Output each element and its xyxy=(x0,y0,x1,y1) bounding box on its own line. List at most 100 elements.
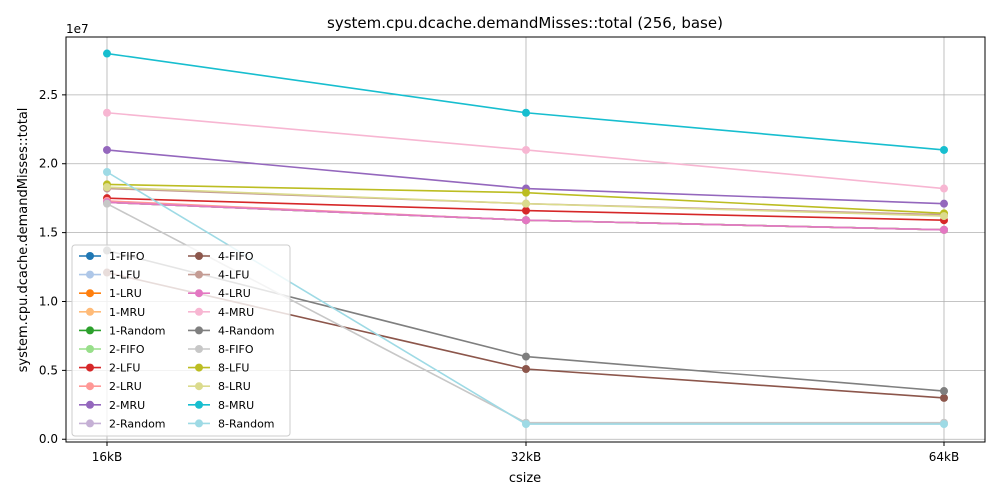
legend-item: 2-FIFO xyxy=(79,343,145,356)
legend-label: 2-MRU xyxy=(109,399,145,412)
legend-item: 2-LFU xyxy=(79,362,140,375)
y-tick-label: 2.0 xyxy=(39,157,58,171)
legend-label: 2-FIFO xyxy=(109,343,145,356)
legend-marker xyxy=(195,270,203,279)
legend-marker xyxy=(86,289,94,298)
legend-marker xyxy=(195,400,203,409)
legend-label: 4-LFU xyxy=(218,269,249,282)
legend-item: 8-FIFO xyxy=(188,343,254,356)
x-tick-label: 32kB xyxy=(511,450,541,464)
legend-label: 8-Random xyxy=(218,417,275,430)
data-point xyxy=(522,364,530,373)
legend-label: 4-FIFO xyxy=(218,250,254,263)
legend-marker xyxy=(86,307,94,316)
x-tick-label: 64kB xyxy=(929,450,959,464)
legend-marker xyxy=(86,270,94,279)
data-point xyxy=(940,212,948,221)
legend-label: 2-Random xyxy=(109,417,166,430)
data-point xyxy=(103,183,111,192)
legend-item: 4-Random xyxy=(188,324,275,337)
data-point xyxy=(103,168,111,176)
data-point xyxy=(940,420,948,429)
y-tick-label: 2.5 xyxy=(39,88,58,102)
data-point xyxy=(522,206,530,215)
data-point xyxy=(522,352,530,361)
y-tick-label: 1.5 xyxy=(39,226,58,240)
legend-item: 2-MRU xyxy=(79,399,145,412)
legend-marker xyxy=(86,252,94,260)
legend-label: 4-MRU xyxy=(218,306,254,319)
legend-item: 4-LFU xyxy=(188,269,249,282)
x-axis: 16kB 32kB 64kB xyxy=(92,442,959,464)
legend-marker xyxy=(86,363,94,372)
data-point xyxy=(522,188,530,197)
legend-label: 1-Random xyxy=(109,324,166,337)
legend-item: 2-LRU xyxy=(79,380,142,393)
legend-label: 4-LRU xyxy=(218,287,251,300)
series-lines xyxy=(103,49,948,429)
legend-label: 2-LRU xyxy=(109,380,142,393)
legend-label: 8-LFU xyxy=(218,362,249,375)
legend-item: 2-Random xyxy=(79,417,166,430)
y-offset-label: 1e7 xyxy=(66,22,89,36)
legend-label: 4-Random xyxy=(218,324,275,337)
legend-item: 4-FIFO xyxy=(188,250,254,263)
data-point xyxy=(522,145,530,154)
legend-item: 4-MRU xyxy=(188,306,254,319)
legend-item: 8-Random xyxy=(188,417,275,430)
legend-label: 8-MRU xyxy=(218,399,254,412)
data-point xyxy=(103,108,111,117)
data-point xyxy=(522,108,530,117)
legend-label: 1-LFU xyxy=(109,269,140,282)
data-point xyxy=(103,199,111,208)
data-point xyxy=(522,420,530,429)
legend-marker xyxy=(86,345,94,353)
legend-label: 2-LFU xyxy=(109,362,140,375)
data-point xyxy=(940,393,948,402)
legend-marker xyxy=(86,326,94,335)
legend-item: 8-MRU xyxy=(188,399,254,412)
legend-marker xyxy=(195,252,203,260)
legend-item: 1-LRU xyxy=(79,287,142,300)
data-point xyxy=(940,199,948,208)
legend-label: 1-FIFO xyxy=(109,250,145,263)
chart-title: system.cpu.dcache.demandMisses::total (2… xyxy=(327,14,723,32)
data-point xyxy=(940,145,948,154)
legend-marker xyxy=(86,400,94,409)
legend-marker xyxy=(86,419,94,428)
data-point xyxy=(940,184,948,193)
legend-label: 8-LRU xyxy=(218,380,251,393)
legend-label: 8-FIFO xyxy=(218,343,254,356)
series-8-lru xyxy=(103,183,948,221)
data-point xyxy=(522,216,530,225)
legend-item: 1-Random xyxy=(79,324,166,337)
y-axis-label: system.cpu.dcache.demandMisses::total xyxy=(16,108,31,373)
series-4-mru xyxy=(103,108,948,193)
legend-item: 1-LFU xyxy=(79,269,140,282)
legend-item: 1-FIFO xyxy=(79,250,145,263)
legend-marker xyxy=(86,382,94,391)
legend-item: 8-LFU xyxy=(188,362,249,375)
y-tick-label: 0.5 xyxy=(39,363,58,377)
y-tick-label: 1.0 xyxy=(39,294,58,308)
legend-item: 4-LRU xyxy=(188,287,251,300)
data-point xyxy=(940,387,948,396)
legend-item: 1-MRU xyxy=(79,306,145,319)
legend-item: 8-LRU xyxy=(188,380,251,393)
legend: 1-FIFO 1-LFU 1-LRU 1-MRU 1-Random 2-FIFO 2-LFU… xyxy=(71,244,291,437)
x-axis-label: csize xyxy=(509,471,541,486)
y-tick-label: 0.0 xyxy=(39,432,58,446)
legend-marker xyxy=(195,326,203,335)
legend-marker xyxy=(195,345,203,353)
data-point xyxy=(103,145,111,154)
legend-marker xyxy=(195,289,203,298)
data-point xyxy=(940,225,948,234)
legend-marker xyxy=(195,419,203,428)
legend-marker xyxy=(195,382,203,391)
legend-label: 1-MRU xyxy=(109,306,145,319)
data-point xyxy=(522,199,530,208)
legend-marker xyxy=(195,307,203,316)
legend-box xyxy=(71,244,291,437)
x-tick-label: 16kB xyxy=(92,450,122,464)
